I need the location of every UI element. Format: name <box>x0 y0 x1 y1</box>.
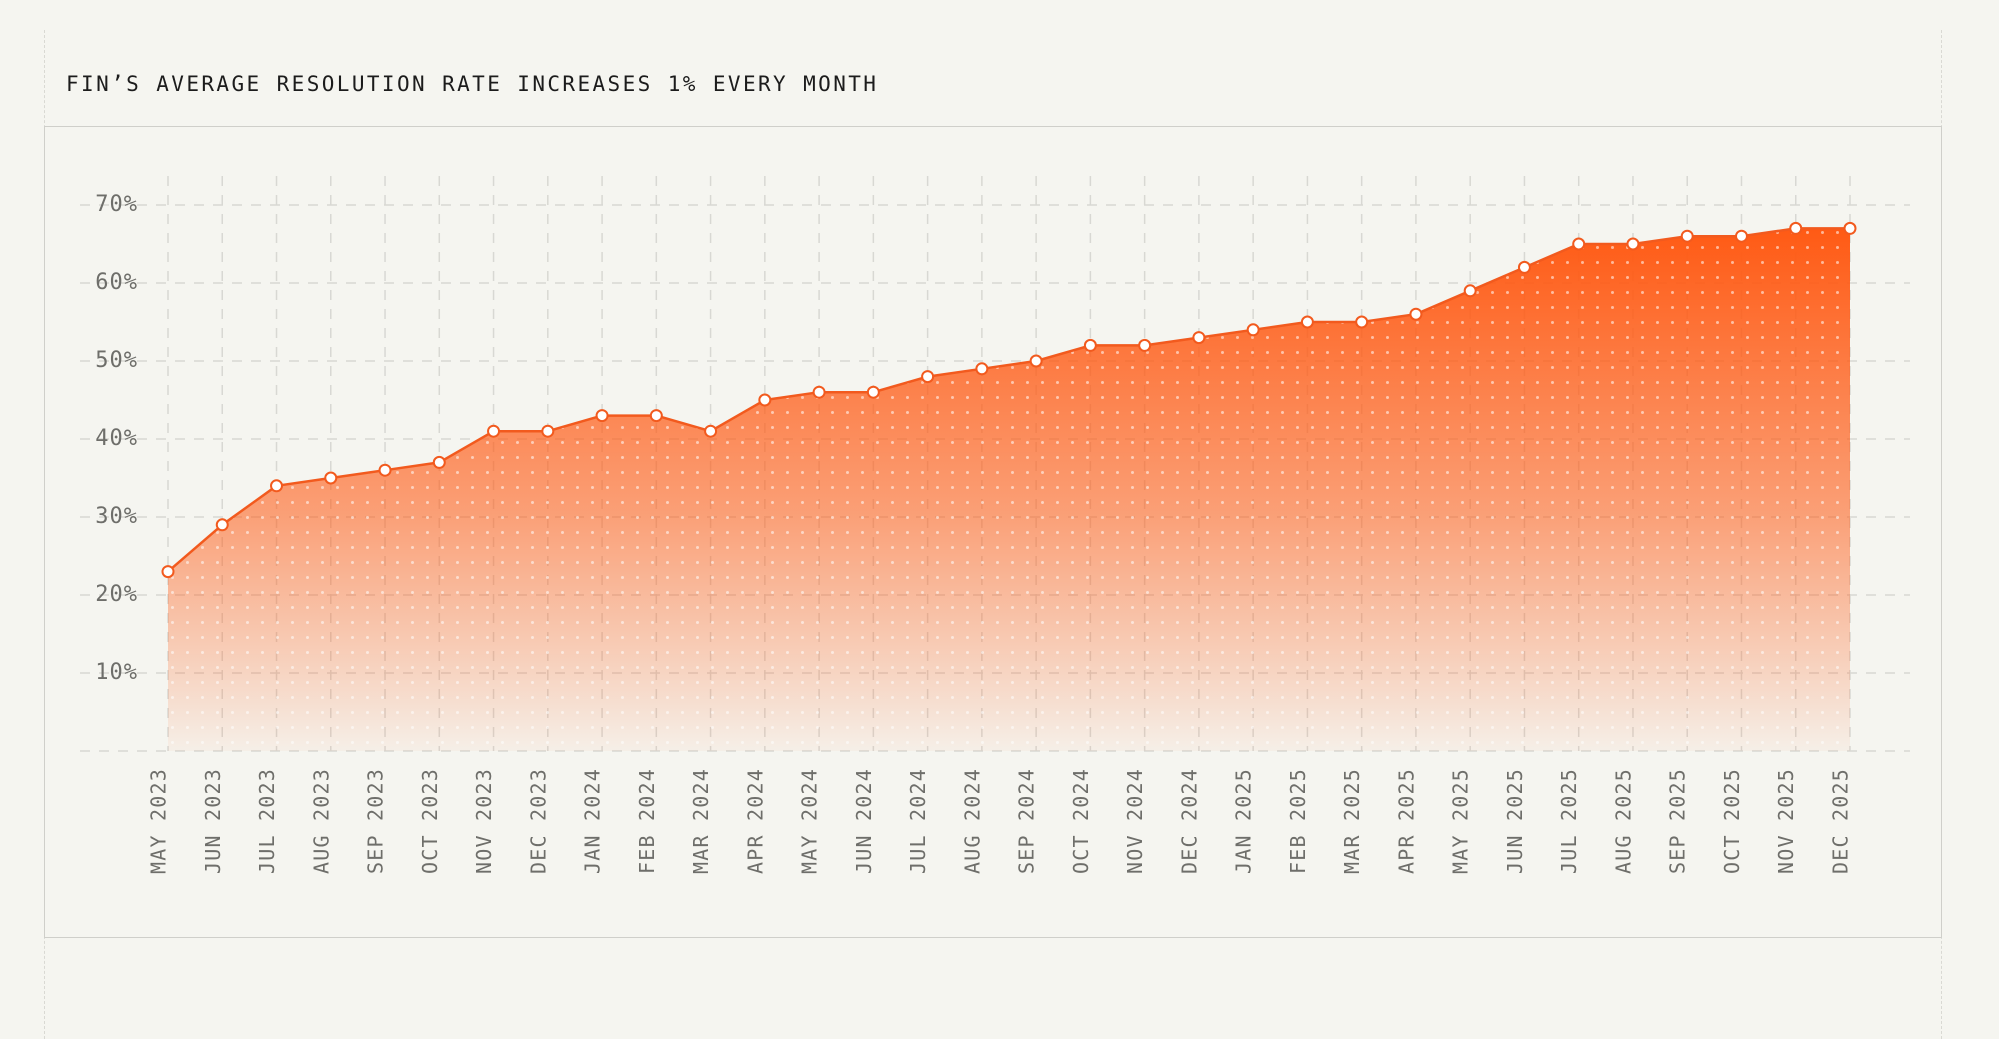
data-point <box>1300 315 1314 329</box>
x-tick-label: AUG 2023 <box>309 768 333 874</box>
data-point <box>1138 338 1152 352</box>
x-tick-label: DEC 2025 <box>1829 768 1853 874</box>
data-point <box>1843 221 1857 235</box>
data-point <box>432 455 446 469</box>
y-tick-label: 60% <box>95 270 138 295</box>
data-point <box>1517 260 1531 274</box>
data-point <box>1463 284 1477 298</box>
data-point <box>215 518 229 532</box>
data-point <box>866 385 880 399</box>
data-points <box>161 221 1857 579</box>
data-point <box>812 385 826 399</box>
x-tick-label: MAR 2024 <box>689 768 713 874</box>
x-axis-ticks: MAY 2023 JUN 2023 JUL 2023 AUG 2023 SEP 2023… <box>147 768 1853 874</box>
y-tick-label: 40% <box>95 426 138 451</box>
y-tick-label: 70% <box>95 192 138 217</box>
data-point <box>1734 229 1748 243</box>
x-tick-label: OCT 2025 <box>1720 768 1744 874</box>
y-tick-label: 30% <box>95 504 138 529</box>
x-tick-label: MAR 2025 <box>1340 768 1364 874</box>
data-point <box>541 424 555 438</box>
panel-bottom-edge <box>44 937 1942 938</box>
data-point <box>487 424 501 438</box>
x-tick-label: APR 2024 <box>743 768 767 874</box>
data-point <box>1246 323 1260 337</box>
y-axis-ticks: 10% 20% 30% 40% 50% 60% 70% <box>95 192 138 685</box>
x-tick-label: JUN 2025 <box>1503 768 1527 874</box>
data-point <box>270 479 284 493</box>
data-point <box>378 463 392 477</box>
data-point <box>595 409 609 423</box>
data-point <box>1083 338 1097 352</box>
x-tick-label: NOV 2025 <box>1774 768 1798 874</box>
x-tick-label: JUL 2025 <box>1557 768 1581 874</box>
series-line <box>167 227 1850 573</box>
data-point <box>758 393 772 407</box>
x-tick-label: SEP 2025 <box>1666 768 1690 874</box>
data-point <box>704 424 718 438</box>
x-tick-label: OCT 2023 <box>418 768 442 874</box>
chart-title: FIN’S AVERAGE RESOLUTION RATE INCREASES … <box>66 72 879 96</box>
x-tick-label: OCT 2024 <box>1069 768 1093 874</box>
x-tick-label: JUL 2024 <box>906 768 930 874</box>
area-dot-texture <box>168 228 1850 751</box>
data-point <box>1355 315 1369 329</box>
data-point <box>1409 307 1423 321</box>
y-tick-label: 50% <box>95 348 138 373</box>
data-point <box>1626 237 1640 251</box>
data-point <box>324 471 338 485</box>
y-tick-label: 10% <box>95 660 138 685</box>
data-point <box>161 565 175 579</box>
data-point <box>975 362 989 376</box>
x-tick-label: JAN 2024 <box>581 768 605 874</box>
x-tick-label: DEC 2024 <box>1177 768 1201 874</box>
y-tick-label: 20% <box>95 582 138 607</box>
x-tick-label: FEB 2024 <box>635 768 659 874</box>
x-tick-label: SEP 2023 <box>364 768 388 874</box>
data-point <box>1029 354 1043 368</box>
data-point <box>1572 237 1586 251</box>
x-tick-label: JAN 2025 <box>1232 768 1256 874</box>
x-tick-label: AUG 2024 <box>960 768 984 874</box>
x-tick-label: FEB 2025 <box>1286 768 1310 874</box>
x-tick-label: MAY 2024 <box>798 768 822 874</box>
data-point <box>1192 331 1206 345</box>
x-tick-label: MAY 2025 <box>1449 768 1473 874</box>
data-point <box>1680 229 1694 243</box>
data-point <box>649 409 663 423</box>
x-tick-label: NOV 2024 <box>1123 768 1147 874</box>
x-tick-label: JUN 2024 <box>852 768 876 874</box>
x-tick-label: NOV 2023 <box>472 768 496 874</box>
x-tick-label: APR 2025 <box>1394 768 1418 874</box>
x-tick-label: JUN 2023 <box>201 768 225 874</box>
x-tick-label: DEC 2023 <box>526 768 550 874</box>
data-point <box>921 370 935 384</box>
area-series <box>167 227 1850 751</box>
x-tick-label: AUG 2025 <box>1611 768 1635 874</box>
x-tick-label: MAY 2023 <box>147 768 171 874</box>
x-tick-label: JUL 2023 <box>255 768 279 874</box>
data-point <box>1789 221 1803 235</box>
x-tick-label: SEP 2024 <box>1015 768 1039 874</box>
